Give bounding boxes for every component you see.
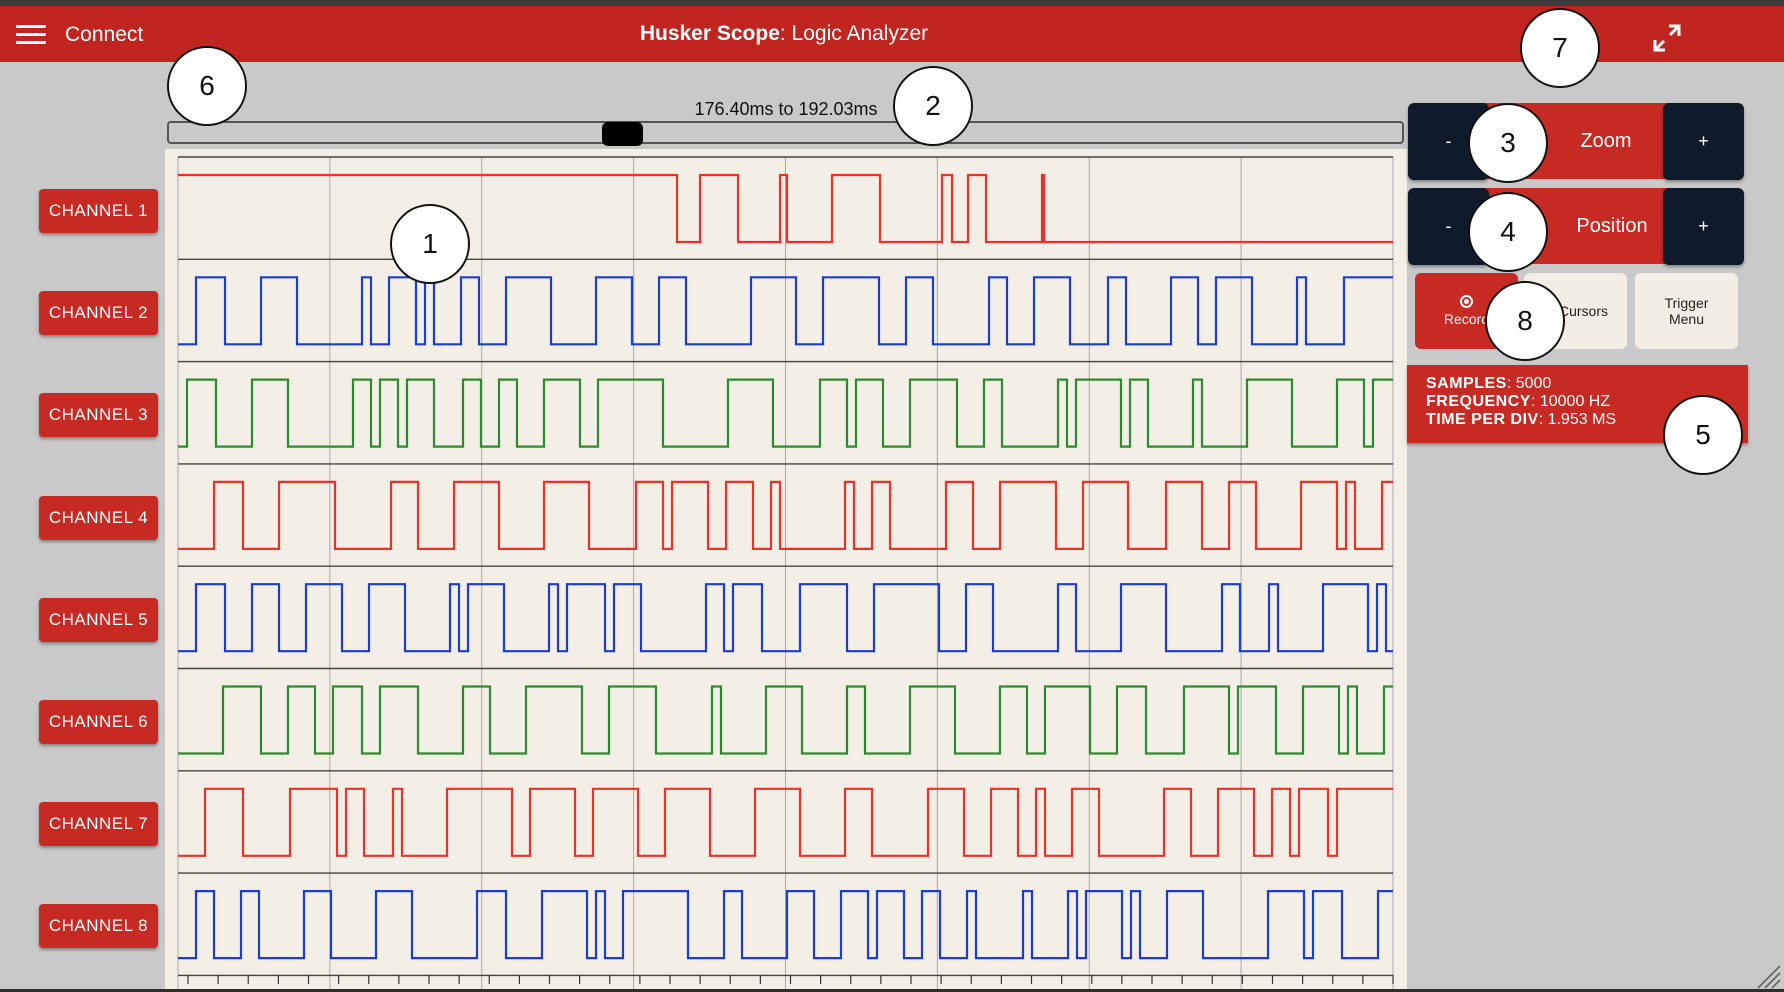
callout-8: 8 xyxy=(1485,281,1565,361)
channel-3-waveform xyxy=(178,378,1393,448)
frequency-value: 10000 HZ xyxy=(1539,393,1611,410)
channel-7-waveform xyxy=(178,787,1393,857)
channel-5-button[interactable]: CHANNEL 5 xyxy=(39,598,158,642)
window-top-border xyxy=(0,0,1784,6)
app-title-bold: Husker Scope xyxy=(639,22,780,45)
callout-1: 1 xyxy=(390,204,470,284)
channel-8-waveform xyxy=(178,889,1393,960)
time-scroll-thumb[interactable] xyxy=(602,122,643,146)
time-range-label: 176.40ms to 192.03ms xyxy=(694,99,878,119)
channel-2-button[interactable]: CHANNEL 2 xyxy=(39,291,158,335)
callout-7: 7 xyxy=(1520,8,1600,88)
time-per-div-key: TIME PER DIV xyxy=(1426,411,1539,428)
callout-5: 5 xyxy=(1663,395,1743,475)
callout-2: 2 xyxy=(893,66,973,146)
trigger-menu-button[interactable]: Trigger Menu xyxy=(1635,273,1738,349)
app-header: Connect Husker Scope: Logic Analyzer xyxy=(0,6,1784,62)
channel-3-button[interactable]: CHANNEL 3 xyxy=(39,393,158,437)
window-bottom-border xyxy=(0,989,1784,992)
cursors-label: Cursors xyxy=(1558,303,1608,319)
zoom-label: Zoom xyxy=(1580,129,1632,152)
hamburger-menu-icon[interactable] xyxy=(16,25,46,45)
channel-4-button[interactable]: CHANNEL 4 xyxy=(39,496,158,540)
channel-7-button[interactable]: CHANNEL 7 xyxy=(39,802,158,846)
connect-button[interactable]: Connect xyxy=(65,23,144,46)
time-scroll-track[interactable] xyxy=(167,121,1404,144)
frequency-key: FREQUENCY xyxy=(1426,393,1531,410)
position-label: Position xyxy=(1576,214,1648,237)
channel-5-waveform xyxy=(178,583,1393,653)
channel-6-button[interactable]: CHANNEL 6 xyxy=(39,700,158,744)
trigger-menu-label: Trigger Menu xyxy=(1664,295,1709,327)
time-per-div-value: 1.953 MS xyxy=(1547,411,1617,428)
samples-value: 5000 xyxy=(1515,375,1552,392)
record-icon xyxy=(1460,295,1473,308)
position-right-button[interactable]: + xyxy=(1663,188,1744,265)
channel-1-waveform xyxy=(178,173,1393,244)
acquisition-info-panel: SAMPLES: 5000 FREQUENCY: 10000 HZ TIME P… xyxy=(1407,365,1748,443)
channel-1-button[interactable]: CHANNEL 1 xyxy=(39,189,158,233)
callout-4: 4 xyxy=(1468,192,1548,272)
samples-key: SAMPLES xyxy=(1426,375,1507,392)
app-title-rest: : Logic Analyzer xyxy=(779,22,929,45)
callout-6: 6 xyxy=(167,46,247,126)
callout-3: 3 xyxy=(1468,103,1548,183)
channel-2-waveform xyxy=(178,276,1393,346)
zoom-in-button[interactable]: + xyxy=(1663,103,1744,180)
channel-8-button[interactable]: CHANNEL 8 xyxy=(39,904,158,948)
resize-grip-icon[interactable] xyxy=(1752,960,1782,990)
channel-4-waveform xyxy=(178,480,1393,551)
app-title: Husker Scope: Logic Analyzer xyxy=(0,22,1568,46)
samples-row: SAMPLES: 5000 xyxy=(1426,375,1552,392)
frequency-row: FREQUENCY: 10000 HZ xyxy=(1426,393,1611,410)
time-per-div-row: TIME PER DIV: 1.953 MS xyxy=(1426,411,1617,428)
channel-6-waveform xyxy=(178,685,1393,755)
record-label: Record xyxy=(1443,311,1490,327)
fullscreen-expand-icon[interactable] xyxy=(1651,22,1683,54)
